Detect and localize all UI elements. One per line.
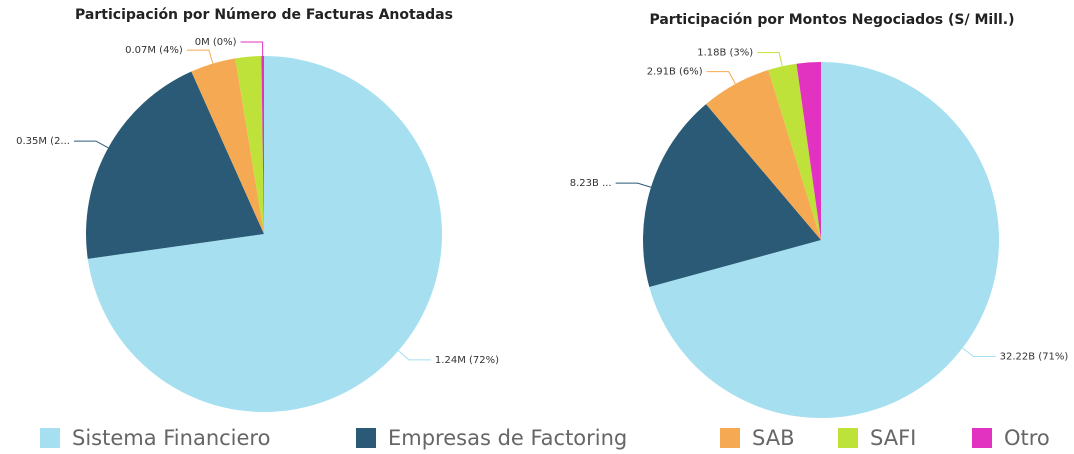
pie-slice (649, 62, 999, 419)
label-connector (186, 49, 214, 64)
label-connector (706, 71, 736, 85)
pie-slice (768, 63, 821, 240)
legend-label: Otro (1004, 426, 1050, 450)
pie-slice (85, 71, 264, 259)
chart-title: Participación por Montos Negociados (S/ … (649, 12, 1014, 28)
pie-slice (235, 56, 264, 234)
legend-label: Empresas de Factoring (388, 426, 627, 450)
chart-title: Participación por Número de Facturas Ano… (75, 7, 453, 23)
pie-slice (706, 69, 821, 240)
label-connector (615, 182, 652, 188)
pie-slice (191, 58, 264, 235)
legend-label: Sistema Financiero (72, 426, 270, 450)
data-label: 1.24M (72%) (435, 355, 499, 366)
data-label: 32.22B (71%) (1000, 351, 1069, 362)
data-label: 2.91B (6%) (647, 67, 703, 78)
label-connector (757, 52, 783, 67)
legend-swatch (838, 428, 858, 448)
data-label: 1.18B (3%) (697, 48, 753, 59)
data-label: 0.35M (2... (16, 136, 70, 147)
data-label: 0.07M (4%) (125, 45, 183, 56)
legend-swatch (356, 428, 376, 448)
data-label: 0M (0%) (195, 37, 237, 48)
pie-slice (796, 62, 821, 240)
data-label: 8.23B ... (570, 178, 612, 189)
label-connector (398, 350, 431, 361)
legend-swatch (972, 428, 992, 448)
legend-label: SAFI (870, 426, 916, 450)
legend-label: SAB (752, 426, 795, 450)
label-connector (962, 347, 996, 357)
label-connector (73, 140, 109, 149)
legend-swatch (40, 428, 60, 448)
pie-slice (642, 104, 821, 287)
pie-slice (87, 56, 443, 412)
legend-swatch (720, 428, 740, 448)
pie-slice (261, 56, 264, 234)
label-connector (240, 41, 264, 57)
